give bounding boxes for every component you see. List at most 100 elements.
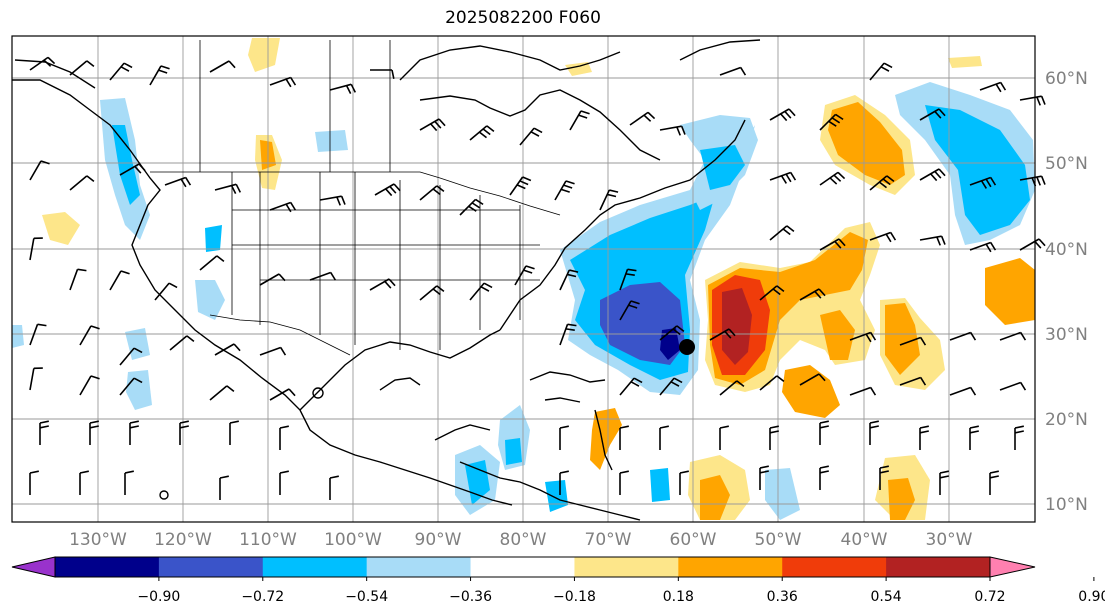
positive-patch-farEast	[985, 258, 1035, 325]
wind-barb-staff	[149, 65, 162, 86]
wind-barb-staff	[269, 388, 290, 401]
wind-barb-staff	[259, 346, 281, 356]
wind-barb-staff	[659, 125, 682, 131]
wind-barb-feather	[834, 240, 842, 249]
colorbar-tick-label: −0.18	[553, 589, 596, 605]
wind-barb-staff	[419, 185, 438, 201]
wind-barb-feather	[728, 328, 736, 337]
wind-barb-feather	[430, 123, 438, 132]
wind-barb-feather	[40, 160, 50, 165]
wind-barb-staff	[849, 331, 871, 341]
colorbar-extend-max	[989, 556, 1036, 578]
wind-barb-feather	[869, 425, 879, 429]
wind-barb-staff	[109, 62, 125, 81]
lon-label: 120°W	[154, 530, 212, 550]
colorbar-tick-label: −0.36	[449, 589, 492, 605]
wind-barb-feather	[780, 113, 788, 122]
lon-label: 60°W	[670, 530, 717, 550]
wind-barb-staff	[869, 231, 891, 241]
wind-barb-feather	[522, 176, 532, 182]
wind-barb-feather	[679, 470, 689, 474]
wind-barb-feather	[138, 163, 146, 172]
wind-barb-feather	[831, 117, 841, 124]
wind-barb-feather	[736, 380, 745, 388]
wind-barb-feather	[533, 127, 543, 134]
wind-barb-feather	[471, 202, 481, 209]
positive-patch-north	[565, 62, 592, 76]
wind-barb-feather	[789, 172, 797, 181]
wind-barb-feather	[436, 185, 445, 193]
wind-barb-feather	[786, 225, 795, 233]
lat-label: 50°N	[1045, 154, 1088, 174]
wind-barb-feather	[47, 56, 56, 65]
wind-barb-feather	[630, 381, 640, 387]
north-atlantic-positive-core	[828, 102, 905, 185]
wind-barb-feather	[838, 238, 846, 247]
wind-barb-staff	[419, 285, 438, 301]
wind-barb-feather	[759, 470, 769, 474]
wind-barb-staff	[969, 176, 991, 186]
wind-barb-feather	[525, 265, 535, 270]
colorbar-segment	[470, 557, 575, 577]
wind-barb-staff	[269, 201, 291, 211]
wind-barb-staff	[659, 377, 675, 396]
northeast-atlantic-anomaly-core	[925, 105, 1030, 235]
negative-patch-west	[205, 225, 222, 252]
wind-barb-feather	[885, 233, 892, 243]
wind-barb-feather	[385, 188, 393, 197]
wind-barb-staff	[119, 347, 135, 366]
lon-label: 30°W	[926, 530, 973, 550]
wind-barb-staff	[719, 66, 741, 76]
wind-barb-staff	[819, 238, 840, 251]
positive-patch-far-core	[888, 478, 915, 520]
negative-patch-gulf	[195, 280, 225, 320]
wind-barb-staff	[69, 175, 88, 191]
wind-barb-feather	[784, 110, 792, 119]
wind-barb-feather	[89, 425, 99, 429]
wind-barb-staff	[309, 271, 331, 281]
anomaly-shading	[12, 38, 1035, 520]
wind-barb-staff	[69, 60, 88, 76]
wind-barb-feather	[919, 425, 929, 429]
wind-barb-feather	[432, 188, 441, 196]
wind-barb-feather	[780, 175, 787, 184]
wind-barb-feather	[672, 328, 681, 336]
wind-barb-feather	[569, 269, 579, 273]
wind-barb-feather	[77, 268, 87, 272]
colorbar-tick-label: −0.54	[345, 589, 388, 605]
wind-barb-feather	[829, 177, 838, 185]
wind-barb-feather	[1034, 240, 1042, 249]
wind-barb-staff	[509, 176, 524, 196]
wind-barb-staff	[949, 386, 971, 396]
wind-barb-feather	[90, 325, 100, 330]
wind-barb-feather	[468, 205, 477, 212]
wind-barb-staff	[29, 238, 35, 261]
wind-barb-feather	[285, 203, 292, 213]
wind-barb-feather	[1038, 238, 1046, 247]
wind-barb-feather	[134, 165, 142, 174]
wind-barb-feather	[478, 131, 487, 139]
negative-patch-hudson	[315, 130, 348, 152]
wind-barb-staff	[259, 273, 280, 286]
political-borders	[150, 40, 561, 356]
positive-patch-mid	[820, 310, 855, 360]
wind-barb-feather	[980, 180, 987, 189]
wind-barb-staff	[599, 189, 611, 211]
wind-barb-feather	[580, 110, 590, 115]
wind-barb-feather	[565, 328, 575, 331]
wind-barb-feather	[288, 388, 296, 397]
wind-barb-staff	[329, 83, 352, 91]
wind-barb-feather	[882, 178, 891, 186]
wind-barb-feather	[434, 120, 442, 129]
wind-barb-feather	[279, 347, 287, 356]
wind-barb-feather	[123, 62, 133, 69]
wind-barb-feather	[180, 178, 187, 188]
wind-barb-staff	[374, 183, 395, 196]
wind-barb-feather	[1036, 96, 1041, 106]
wind-barb-feather	[86, 175, 95, 183]
wind-barb-feather	[186, 335, 195, 343]
wind-barb-feather	[285, 78, 292, 88]
wind-barb-staff	[559, 269, 571, 291]
wind-barb-feather	[436, 285, 445, 293]
wind-barb-feather	[819, 420, 829, 424]
